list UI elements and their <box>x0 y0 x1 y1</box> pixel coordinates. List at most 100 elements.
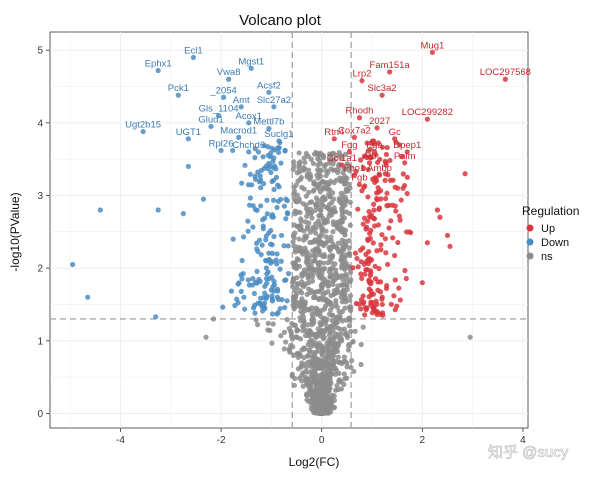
point-up <box>368 257 375 263</box>
gene-label: Ambp <box>367 163 392 174</box>
gene-label: _2027 <box>363 116 390 127</box>
point-ns <box>289 373 295 379</box>
point-ns <box>305 153 311 159</box>
point-ns <box>322 253 328 260</box>
gene-label: Rhodh <box>345 106 373 117</box>
point-up <box>378 247 384 253</box>
gene-label: Acsf2 <box>257 80 281 91</box>
gene-label: LOC299282 <box>402 107 453 118</box>
point-ns <box>294 326 300 333</box>
point-ns <box>329 304 336 310</box>
point-ns <box>322 290 328 296</box>
point-down <box>251 290 257 297</box>
point-down <box>272 163 278 169</box>
point-down <box>257 278 263 285</box>
point-ns <box>289 336 296 342</box>
gene-label: Alb <box>363 151 377 162</box>
gene-label: Chchd6 <box>232 140 265 151</box>
point-ns <box>331 277 338 283</box>
point-ns <box>304 213 310 219</box>
point-down <box>250 276 256 282</box>
point-ns <box>351 368 357 375</box>
point-up <box>367 280 373 286</box>
y-axis-title: -log10(PValue) <box>8 192 22 271</box>
watermark: 知乎 @sucy <box>488 444 569 461</box>
point-ns <box>306 174 313 180</box>
point-ns <box>330 229 336 235</box>
point-up <box>385 261 391 268</box>
point-down <box>228 288 235 294</box>
point-ns <box>335 283 341 289</box>
point-ns <box>292 249 298 255</box>
point-ns <box>305 275 311 281</box>
gene-label: Fgg <box>341 140 357 151</box>
point-ns <box>317 167 323 173</box>
point-ns <box>338 386 344 392</box>
point-ns <box>330 219 336 225</box>
point-up <box>391 293 397 299</box>
x-tick-label: -2 <box>217 435 226 446</box>
point-up <box>375 185 381 191</box>
point-ns <box>341 354 347 360</box>
point-ns <box>314 183 321 190</box>
point-ns <box>339 263 345 269</box>
point-ns <box>329 318 336 324</box>
point-ns <box>293 199 300 205</box>
point-up <box>379 296 385 302</box>
point-up <box>392 184 398 190</box>
point-ns <box>267 327 273 334</box>
x-tick-label: -4 <box>116 435 125 446</box>
gene-label: Fgb <box>351 173 367 184</box>
point-ns <box>318 295 324 301</box>
point-ns <box>291 159 297 165</box>
point-ns <box>323 355 329 361</box>
gene-label: _2054 <box>209 85 236 96</box>
point-ns <box>291 382 297 388</box>
point-ns <box>302 159 308 166</box>
point-up <box>370 305 376 311</box>
point-up <box>404 174 410 180</box>
point-up <box>356 181 363 188</box>
point-down <box>241 294 247 300</box>
point-down <box>274 311 280 317</box>
point-ns <box>319 352 325 358</box>
point-down <box>269 293 275 299</box>
point-ns <box>331 244 338 250</box>
point-ns <box>303 377 309 384</box>
point-down <box>276 184 282 190</box>
point-ns <box>296 165 302 171</box>
point-ns <box>296 352 303 358</box>
point-ns <box>326 160 333 166</box>
point-ns <box>347 164 353 170</box>
point-up <box>424 240 430 246</box>
point-ns <box>339 155 345 162</box>
point-ns <box>283 339 289 345</box>
point-ns <box>347 279 353 285</box>
point-up <box>396 285 402 291</box>
point-up <box>372 263 378 270</box>
point-up <box>351 172 358 178</box>
point-ns <box>358 361 364 368</box>
point-ns <box>322 184 329 190</box>
point-up <box>390 235 396 241</box>
point-ns <box>303 259 309 265</box>
point-ns <box>303 193 309 199</box>
point-down <box>97 207 103 213</box>
point-up <box>378 196 384 202</box>
point-down <box>257 173 263 179</box>
point-ns <box>297 176 304 182</box>
point-ns <box>278 333 284 339</box>
point-ns <box>305 369 311 375</box>
point-up <box>375 189 382 195</box>
point-up <box>361 153 367 159</box>
point-ns <box>321 281 327 287</box>
point-down <box>274 251 280 257</box>
point-ns <box>316 249 322 255</box>
point-down <box>284 298 290 304</box>
point-ns <box>315 307 321 313</box>
point-ns <box>327 266 333 272</box>
point-down <box>230 236 236 242</box>
point-down <box>285 270 292 277</box>
point-ns <box>311 410 317 416</box>
